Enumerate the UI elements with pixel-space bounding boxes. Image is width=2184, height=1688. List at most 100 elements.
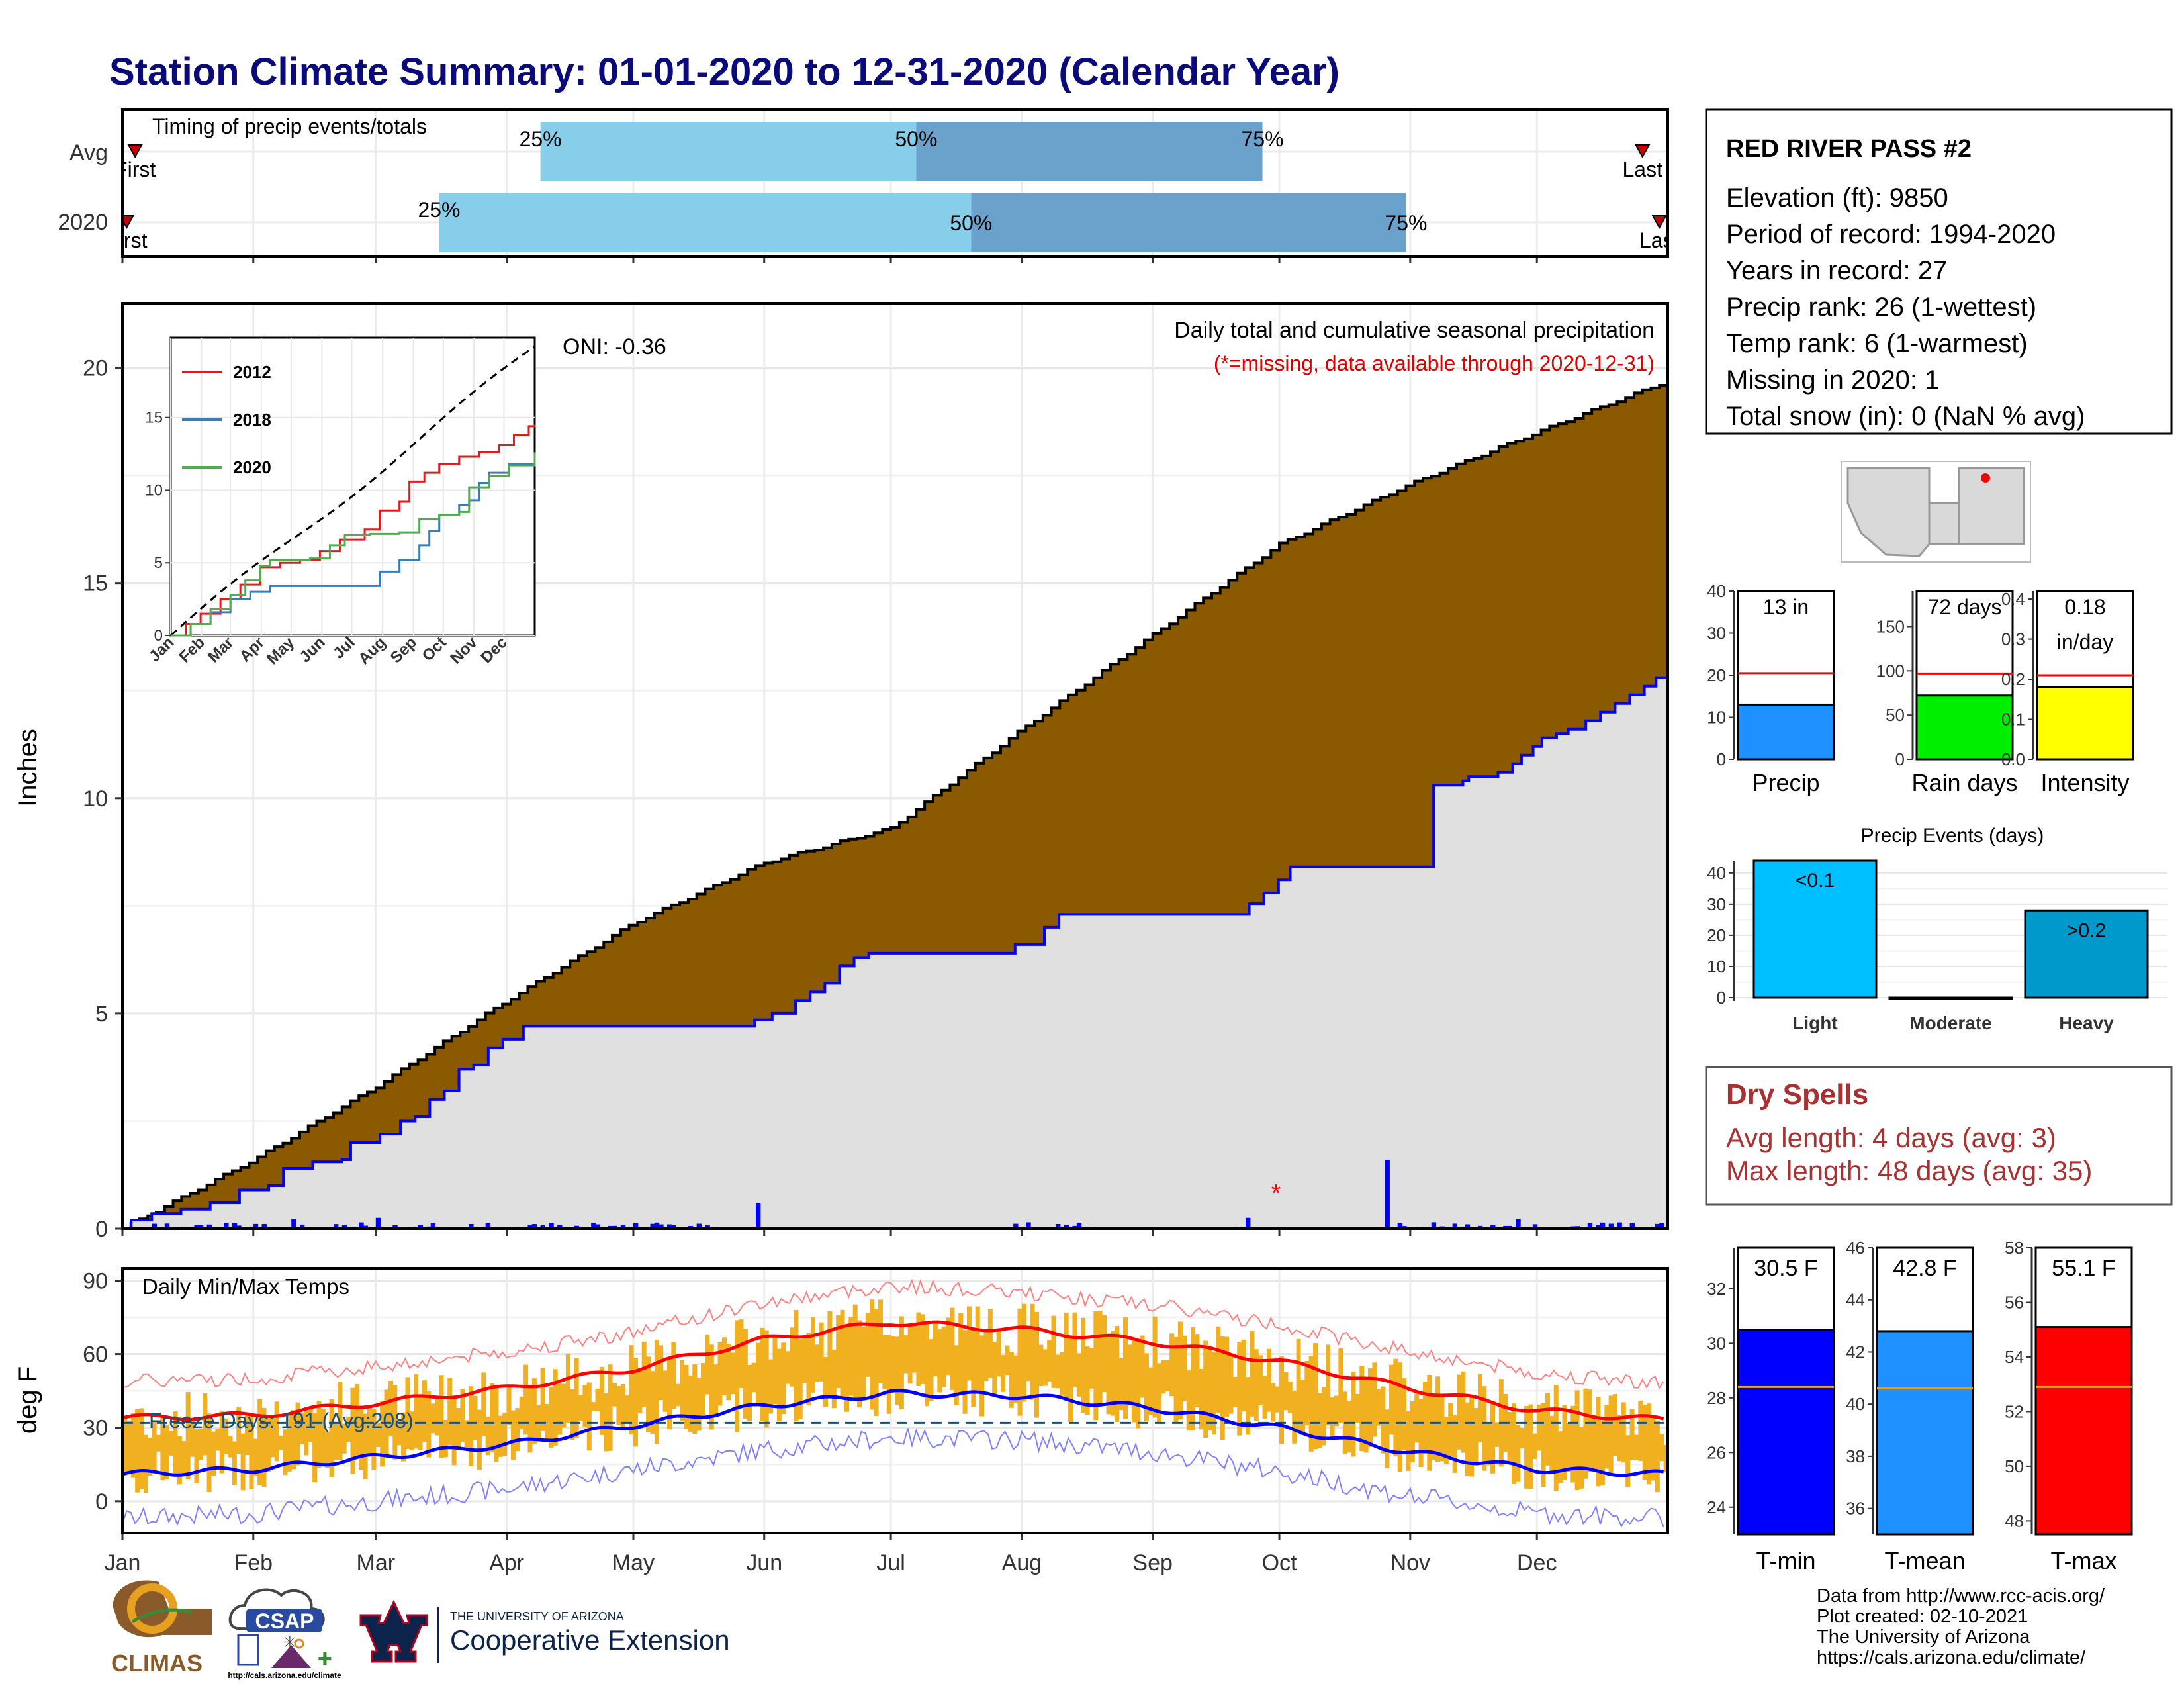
daily-temp-bar [827, 1311, 833, 1397]
station-line-5: Temp rank: 6 (1-warmest) [1726, 329, 2028, 358]
daily-temp-bar [717, 1342, 723, 1406]
events-category-label: Heavy [2059, 1013, 2114, 1033]
timing-bar-q2 [439, 193, 972, 252]
daily-temp-bar [1570, 1405, 1576, 1483]
daily-temp-bar [1587, 1389, 1592, 1472]
events-ytick-label: 10 [1707, 957, 1726, 976]
inset-ytick-label: 10 [145, 481, 163, 499]
daily-temp-bar [1152, 1316, 1158, 1418]
daily-temp-bar [1633, 1434, 1639, 1461]
daily-temp-bar [1127, 1344, 1132, 1404]
daily-temp-bar [966, 1306, 972, 1381]
cooperative-extension-text: Cooperative Extension [450, 1624, 730, 1656]
events-title: Precip Events (days) [1861, 825, 2044, 847]
daily-temp-bar [1030, 1303, 1035, 1400]
daily-temp-bar [790, 1327, 794, 1387]
daily-temp-bar [776, 1348, 782, 1421]
daily-temp-bar [946, 1317, 951, 1376]
daily-temp-bar [912, 1325, 917, 1373]
daily-temp-bar [1068, 1338, 1073, 1422]
daily-temp-bar [781, 1342, 786, 1415]
daily-temp-bar [979, 1335, 985, 1417]
daily-precip-bar [1659, 1223, 1664, 1229]
daily-temp-bar [1102, 1315, 1107, 1393]
daily-temp-bar [848, 1317, 854, 1396]
timing-p25-label: 25% [418, 198, 460, 222]
mini-bar-ytick-label: 40 [1707, 581, 1726, 601]
inset-ytick-label: 5 [154, 554, 163, 572]
daily-temp-bar [126, 1421, 132, 1474]
daily-temp-bar [1579, 1427, 1584, 1489]
mini-bar-value-label: 13 in [1763, 595, 1809, 619]
daily-precip-bar [469, 1223, 474, 1229]
timing-bar-q3 [971, 193, 1406, 252]
daily-temp-bar [735, 1320, 740, 1432]
daily-temp-bar [950, 1307, 955, 1390]
daily-precip-bar [527, 1224, 533, 1229]
events-bar [1888, 996, 2013, 1000]
mini-bar-ytick-label: 0.1 [2001, 710, 2025, 729]
daily-temp-bar [130, 1413, 136, 1478]
daily-temp-bar [886, 1335, 891, 1414]
daily-temp-bar [1296, 1338, 1301, 1430]
mini-bar-label: Rain days [1911, 769, 2017, 796]
daily-precip-bar [164, 1223, 170, 1229]
daily-temp-bar [1625, 1435, 1631, 1487]
daily-temp-bar [338, 1382, 343, 1460]
csap-url: http://cals.arizona.edu/climate [228, 1671, 341, 1680]
daily-temp-bar [1397, 1362, 1402, 1472]
daily-temp-bar [1034, 1311, 1040, 1418]
daily-temp-bar [451, 1396, 457, 1466]
daily-temp-bar [143, 1434, 148, 1493]
daily-temp-bar [1355, 1393, 1360, 1423]
daily-temp-bar [802, 1338, 807, 1383]
daily-temp-bar [1182, 1335, 1187, 1401]
daily-temp-bar [1224, 1336, 1230, 1417]
daily-temp-bar [1220, 1336, 1225, 1440]
events-bar-label: >0.2 [2067, 919, 2106, 941]
mini-bar-value [2036, 686, 2134, 761]
daily-temp-bar [895, 1336, 900, 1405]
daily-temp-bar [730, 1352, 735, 1395]
daily-precip-bar [1617, 1222, 1622, 1229]
daily-temp-bar [245, 1413, 250, 1456]
daily-precip-bar [1076, 1222, 1082, 1229]
daily-temp-bar [680, 1360, 685, 1421]
missing-note: (*=missing, data available through 2020-… [1214, 352, 1655, 375]
daily-temp-bar [1427, 1375, 1432, 1471]
dry-spells-title: Dry Spells [1726, 1078, 1868, 1111]
daily-temp-bar [190, 1419, 195, 1457]
daily-temp-bar [1211, 1352, 1216, 1435]
daily-temp-bar [177, 1436, 182, 1485]
daily-temp-bar [852, 1304, 858, 1401]
daily-temp-bar [392, 1385, 398, 1460]
daily-temp-bar [1553, 1385, 1559, 1491]
mini-bar-ytick-label: 10 [1707, 708, 1726, 727]
daily-precip-bar [232, 1223, 238, 1229]
daily-temp-bar [422, 1380, 427, 1442]
daily-temp-bar [257, 1399, 263, 1485]
daily-temp-bar [878, 1299, 883, 1383]
daily-precip-bar [375, 1217, 381, 1229]
daily-precip-bar [1596, 1225, 1601, 1229]
daily-temp-bar [203, 1393, 208, 1456]
daily-temp-bar [506, 1387, 512, 1426]
daily-temp-bar [1663, 1445, 1668, 1473]
daily-temp-bar [958, 1313, 964, 1395]
temp-bar-ytick-label: 52 [2005, 1401, 2024, 1421]
daily-temp-bar [1085, 1346, 1090, 1415]
events-ytick-label: 40 [1707, 863, 1726, 883]
temp-panel: deg F Daily Min/Max Temps Freeze Days: 1… [13, 1267, 1669, 1575]
daily-precip-bar [1026, 1222, 1031, 1229]
climas-wordmark: CLIMAS [111, 1650, 203, 1677]
daily-temp-bar [232, 1441, 237, 1485]
record-min-line [122, 1428, 1664, 1528]
station-info-box: RED RIVER PASS #2 Elevation (ft): 9850 P… [1705, 108, 2173, 435]
daily-precip-bar [1397, 1223, 1403, 1229]
daily-temp-bar [401, 1412, 406, 1462]
daily-precip-bar [666, 1224, 672, 1229]
month-label: May [612, 1550, 655, 1575]
daily-temp-bar [1021, 1303, 1026, 1402]
daily-temp-bar [586, 1382, 592, 1451]
